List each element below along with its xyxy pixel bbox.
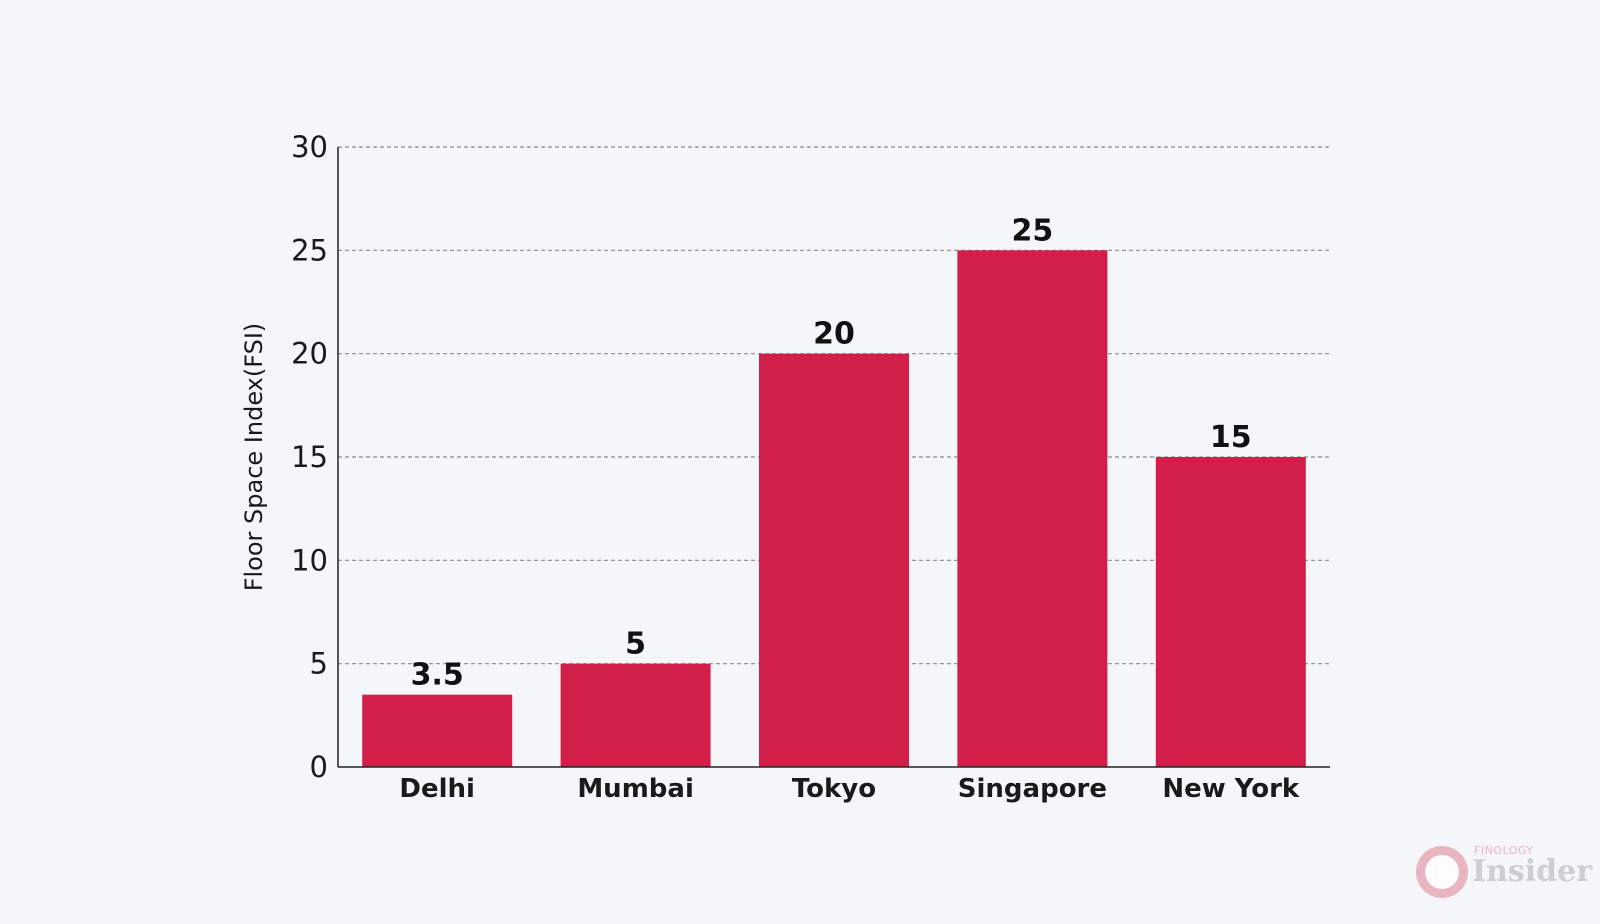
bar — [1155, 457, 1306, 767]
data-label: 25 — [1012, 213, 1054, 248]
y-tick-label: 10 — [291, 543, 328, 577]
bar — [560, 663, 711, 767]
data-labels: 3.5 5 20 25 15 — [411, 213, 1252, 692]
y-tick-label: 0 — [310, 750, 328, 784]
finology-insider-logo: FINOLOGY Insider — [1416, 840, 1592, 898]
x-tick-label: Singapore — [958, 774, 1107, 804]
y-axis-label: Floor Space Index(FSI) — [240, 323, 268, 592]
y-tick-label: 20 — [291, 337, 328, 371]
data-label: 20 — [813, 317, 855, 352]
logo-ring-icon — [1416, 846, 1468, 898]
data-label: 15 — [1210, 420, 1252, 455]
logo-brand-big: Insider — [1472, 854, 1592, 889]
data-label: 5 — [625, 627, 646, 662]
y-tick-label: 30 — [291, 130, 328, 164]
y-tick-label: 5 — [310, 647, 328, 681]
y-tick-label: 25 — [291, 233, 328, 267]
data-label: 3.5 — [411, 658, 464, 693]
bar — [957, 250, 1108, 768]
y-axis-ticks: 0 5 10 15 20 25 30 — [291, 130, 328, 784]
logo-brand-small: FINOLOGY — [1474, 844, 1534, 857]
x-axis-ticks: Delhi Mumbai Tokyo Singapore New York — [399, 774, 1300, 804]
bar — [362, 694, 513, 767]
bars — [362, 250, 1306, 768]
y-tick-label: 15 — [291, 440, 328, 474]
x-tick-label: Delhi — [399, 774, 475, 804]
x-tick-label: New York — [1162, 774, 1300, 804]
bar — [759, 353, 909, 767]
x-tick-label: Mumbai — [577, 774, 694, 804]
x-tick-label: Tokyo — [792, 774, 876, 804]
